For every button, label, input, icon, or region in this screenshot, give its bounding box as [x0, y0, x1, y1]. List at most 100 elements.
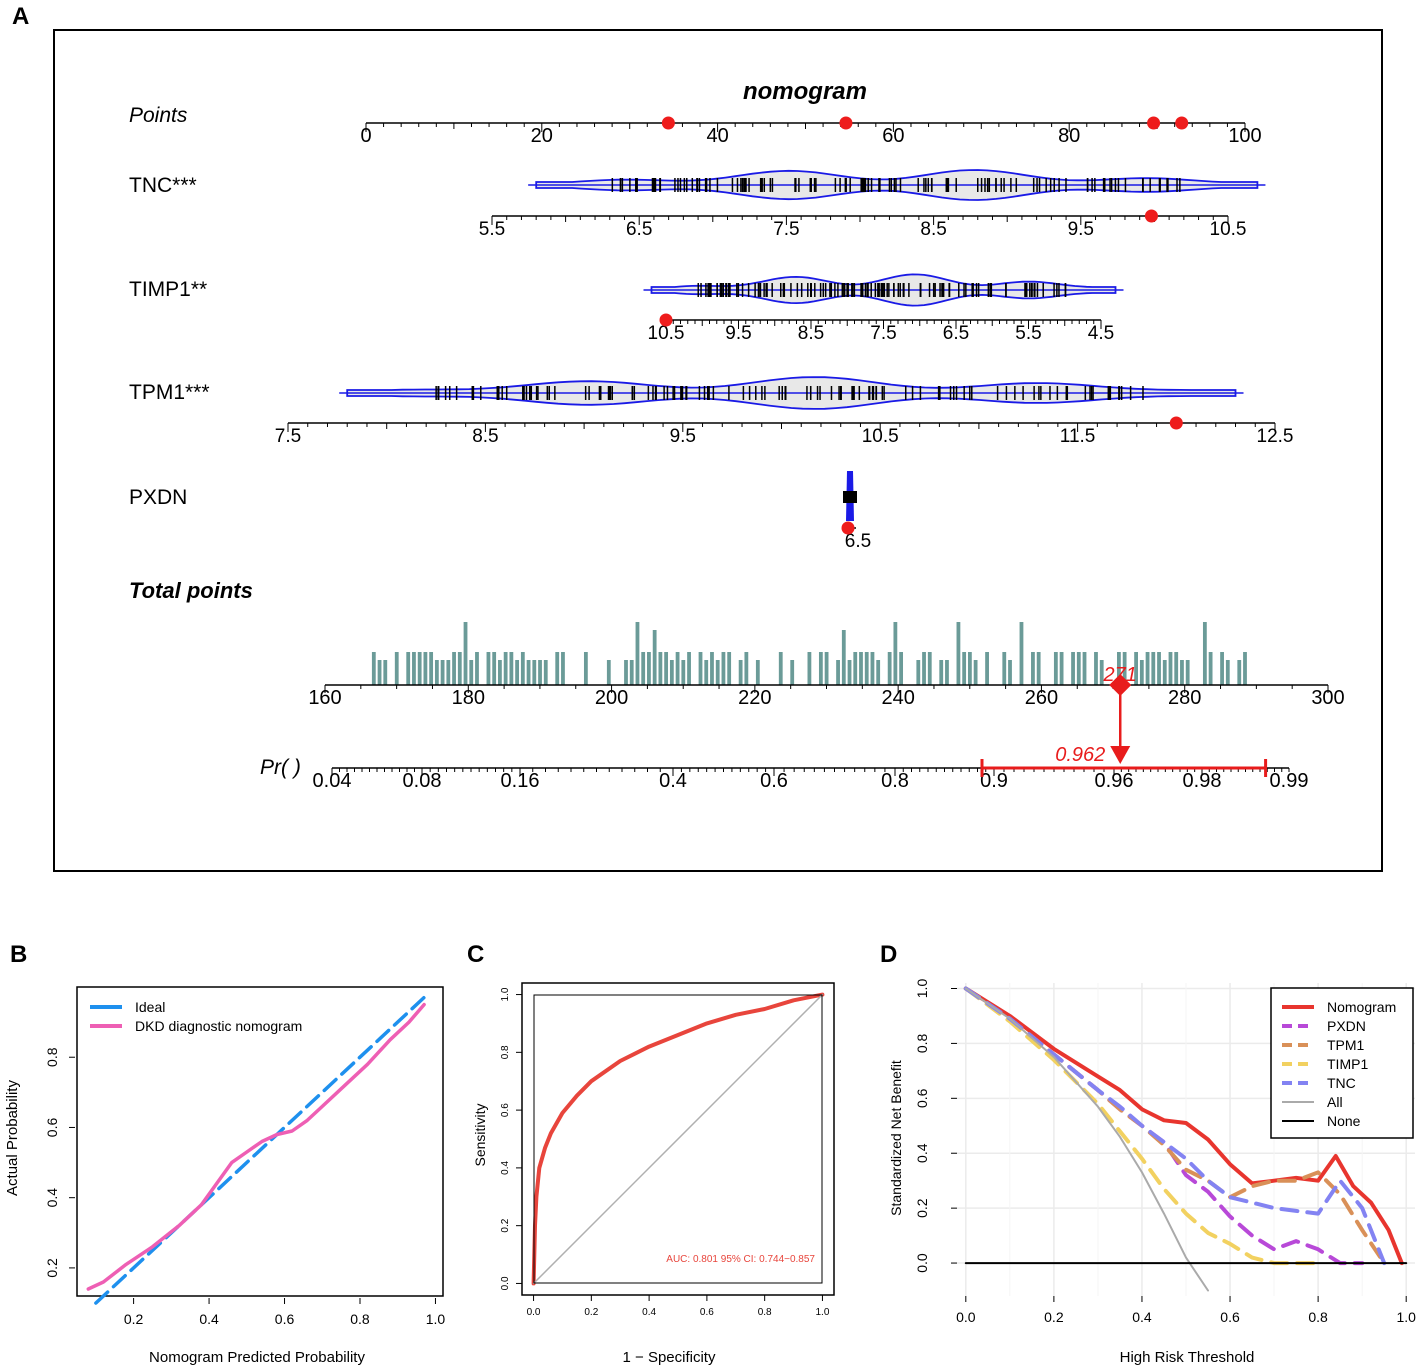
total-points-bar [807, 652, 812, 685]
calibration-ylabel: Actual Probability [4, 1080, 21, 1196]
y-tick-label: 0.4 [914, 1143, 930, 1163]
pxdn-label: PXDN [129, 486, 187, 509]
total-points-bar [423, 652, 428, 685]
tpm1-tick-label: 7.5 [275, 426, 301, 447]
pxdn-selected-marker [841, 521, 855, 535]
prob-tick-label: 0.99 [1270, 770, 1309, 792]
x-tick-label: 0.8 [350, 1311, 370, 1327]
total-points-bar [532, 660, 537, 685]
timp1-label: TIMP1** [129, 278, 207, 301]
total-points-bar [606, 660, 611, 685]
total-points-bar [1008, 660, 1012, 685]
legend-label-tnc: TNC [1327, 1075, 1356, 1091]
total-points-bar [440, 660, 445, 685]
dca-legend: Nomogram PXDN TPM1 TIMP1 TNC All None [1270, 987, 1414, 1139]
total-points-bar [1082, 652, 1087, 685]
total-points-bar [429, 652, 434, 685]
prob-tick-label: 0.98 [1183, 770, 1222, 792]
tnc-tick-label: 5.5 [479, 219, 505, 240]
y-tick-label: 0.2 [44, 1258, 60, 1278]
tpm1-tick-label: 12.5 [1257, 426, 1294, 447]
x-tick-label: 0.4 [1132, 1309, 1152, 1325]
selection-diamond [1109, 674, 1132, 696]
series-line-tnc [963, 986, 1387, 1266]
nomogram-panel: nomogram Points 0 20 40 60 80 100 TNC*** 5.5 6… [53, 29, 1383, 872]
total-points-bar [1225, 660, 1230, 685]
total-points-bar [412, 652, 416, 685]
total-points-bar [916, 660, 921, 685]
total-points-bar [1185, 660, 1190, 685]
total-points-bar [561, 652, 565, 685]
y-tick-label: 0.6 [914, 1088, 930, 1108]
series-line-ideal [94, 995, 426, 1305]
total-tick-label: 280 [1168, 687, 1201, 709]
total-points-bar [967, 652, 972, 685]
total-points-bar [841, 630, 846, 685]
total-points-bar [859, 652, 863, 685]
total-points-bar [658, 652, 663, 685]
total-points-bar [1208, 652, 1213, 685]
pxdn-rug-block [843, 491, 857, 503]
roc-xlabel: 1 − Specificity [623, 1349, 716, 1366]
total-points-bar [526, 660, 531, 685]
pxdn-tick-label: 6.5 [845, 531, 871, 552]
total-points-bar [446, 660, 451, 685]
series-line-roc [531, 992, 825, 1286]
dca-xlabel: High Risk Threshold [1120, 1349, 1255, 1366]
nomogram-title: nomogram [743, 78, 867, 105]
prob-tick-label: 0.04 [313, 770, 352, 792]
total-points-bar [1202, 622, 1207, 685]
points-marker-pxdn [839, 116, 853, 130]
prob-tick-label: 0.96 [1095, 770, 1134, 792]
total-points-bar [1071, 652, 1075, 685]
panel-label-d: D [880, 941, 897, 968]
prob-tick-label: 0.16 [501, 770, 540, 792]
y-tick-label: 0.0 [500, 1276, 511, 1290]
pxdn-row: 6.5 [841, 471, 871, 552]
panel-label-a: A [12, 3, 29, 30]
total-points-bar [721, 652, 726, 685]
total-points-bar [1237, 660, 1242, 685]
total-points-bar [406, 652, 411, 685]
tpm1-tick-label: 9.5 [670, 426, 696, 447]
timp1-tick-label: 7.5 [870, 323, 896, 344]
total-points-bar [583, 652, 588, 685]
timp1-tick-label: 4.5 [1088, 323, 1114, 344]
legend-label-all: All [1327, 1094, 1343, 1110]
y-tick-label: 0.8 [914, 1033, 930, 1053]
total-points-bar [1174, 652, 1179, 685]
x-tick-label: 1.0 [815, 1307, 829, 1318]
total-points-bar [1157, 652, 1161, 685]
tpm1-label: TPM1*** [129, 381, 210, 404]
total-tick-label: 300 [1311, 687, 1344, 709]
prob-tick-label: 0.9 [980, 770, 1008, 792]
total-points-bar [635, 622, 640, 685]
timp1-selected-marker [659, 313, 673, 327]
y-tick-label: 0.4 [44, 1188, 60, 1208]
total-points-bar [486, 652, 491, 685]
total-points-bar [1053, 652, 1058, 685]
total-points-bar [824, 652, 829, 685]
total-points-bar [555, 652, 560, 685]
tnc-tick-label: 9.5 [1068, 219, 1094, 240]
y-tick-label: 0.6 [44, 1118, 60, 1138]
points-tick-label: 80 [1058, 125, 1080, 147]
timp1-tick-label: 8.5 [798, 323, 824, 344]
total-points-bar [641, 652, 646, 685]
total-points-bar [624, 660, 628, 685]
total-points-bar [1059, 652, 1064, 685]
total-points-bar [1117, 652, 1121, 685]
y-tick-label: 0.6 [500, 1103, 511, 1117]
roc-marks: 0.0 0.2 0.4 0.6 0.8 1.0 0.0 0.2 0.4 0.6 0.8 1.0 [500, 982, 835, 1318]
total-points-bar [1076, 652, 1081, 685]
total-points-bar [417, 652, 422, 685]
roc-inner-box [533, 994, 823, 1284]
total-points-bar [503, 652, 508, 685]
total-points-bar [543, 660, 548, 685]
tnc-tick-label: 8.5 [920, 219, 946, 240]
total-points-bar [1162, 660, 1167, 685]
total-points-bar [434, 660, 439, 685]
panel-label-b: B [10, 941, 27, 968]
total-points-bar [755, 660, 760, 685]
total-points-bar [394, 652, 399, 685]
